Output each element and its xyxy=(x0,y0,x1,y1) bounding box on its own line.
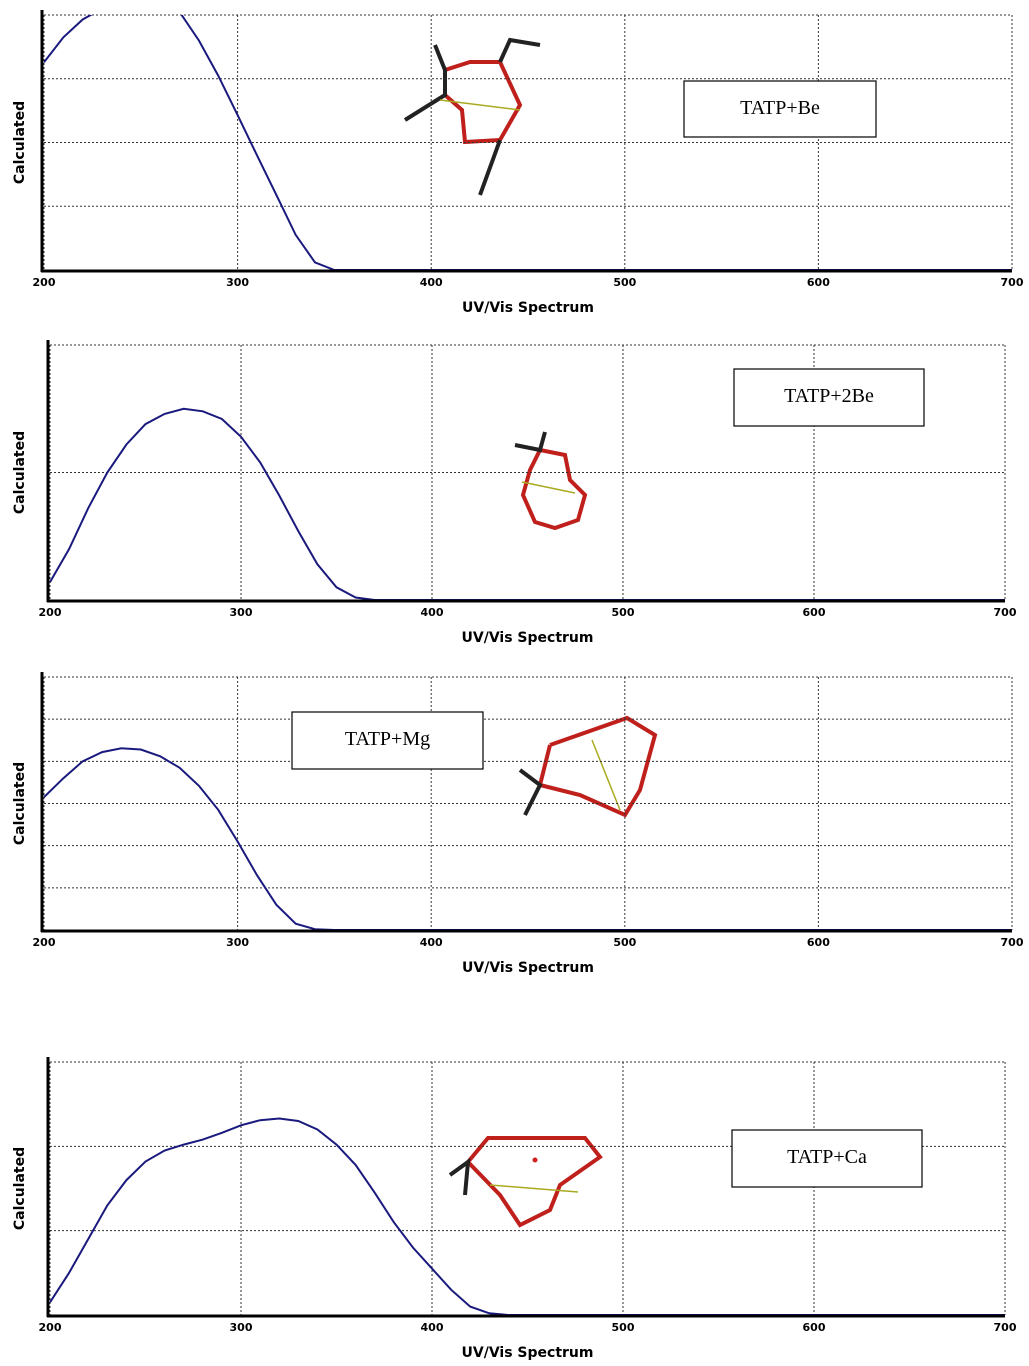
y-axis-title: Calculated xyxy=(12,762,28,845)
y-axis-title: Calculated xyxy=(12,1147,28,1230)
x-tick-label: 300 xyxy=(226,936,249,949)
x-tick-label: 300 xyxy=(226,276,249,289)
x-tick-label: 700 xyxy=(1001,276,1024,289)
x-tick-label: 600 xyxy=(807,936,830,949)
molecule xyxy=(515,432,585,528)
x-tick-label: 400 xyxy=(421,606,444,619)
annotation: TATP+Mg xyxy=(345,728,430,750)
molecule xyxy=(405,40,540,195)
x-tick-label: 200 xyxy=(39,606,62,619)
x-tick-label: 400 xyxy=(420,936,443,949)
x-axis-title: UV/Vis Spectrum xyxy=(462,630,594,646)
molecule xyxy=(450,1138,600,1225)
x-tick-label: 600 xyxy=(807,276,830,289)
x-axis-title: UV/Vis Spectrum xyxy=(462,300,594,316)
x-tick-label: 700 xyxy=(1001,936,1024,949)
x-tick-label: 700 xyxy=(994,606,1017,619)
x-tick-label: 300 xyxy=(230,606,253,619)
x-tick-label: 200 xyxy=(33,936,56,949)
molecule xyxy=(520,718,655,815)
y-axis-title: Calculated xyxy=(12,431,28,514)
x-tick-label: 500 xyxy=(612,1321,635,1334)
x-tick-label: 500 xyxy=(613,276,636,289)
page: {"chart_data": [ {"type": "line", "x_lab… xyxy=(0,0,1029,1366)
x-tick-label: 300 xyxy=(230,1321,253,1334)
x-tick-label: 200 xyxy=(39,1321,62,1334)
annotation: TATP+2Be xyxy=(784,385,874,407)
x-axis-title: UV/Vis Spectrum xyxy=(462,1345,594,1361)
x-tick-label: 500 xyxy=(612,606,635,619)
x-tick-label: 700 xyxy=(994,1321,1017,1334)
x-tick-label: 600 xyxy=(803,606,826,619)
x-tick-label: 600 xyxy=(803,1321,826,1334)
annotation: TATP+Be xyxy=(740,97,820,119)
chart-figure: 200 300 400 500 600 700 UV/Vis Spectrum Calcula… xyxy=(0,0,1029,1366)
x-tick-label: 400 xyxy=(421,1321,444,1334)
annotation: TATP+Ca xyxy=(787,1146,867,1168)
x-axis-title: UV/Vis Spectrum xyxy=(462,960,594,976)
x-tick-label: 500 xyxy=(613,936,636,949)
x-tick-label: 200 xyxy=(33,276,56,289)
y-axis-title: Calculated xyxy=(12,101,28,184)
x-tick-label: 400 xyxy=(420,276,443,289)
